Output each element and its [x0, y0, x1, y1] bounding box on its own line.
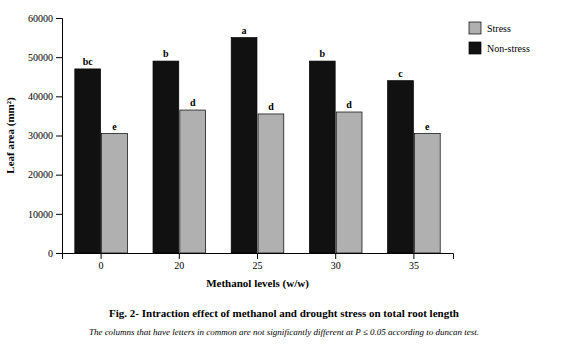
bar-label: e	[112, 121, 117, 132]
y-tick-mark	[56, 57, 62, 58]
x-tick-mark	[257, 253, 258, 259]
x-tick-mark	[335, 253, 336, 259]
subtitle: The columns that have letters in common …	[89, 327, 479, 337]
x-tick: 25	[253, 253, 263, 271]
bar-label: d	[268, 101, 274, 112]
x-tick-label: 25	[253, 260, 263, 271]
y-tick: 10000	[28, 209, 62, 220]
x-tick: 20	[174, 253, 184, 271]
plot-area: bcbabceddde01000020000300004000050000600…	[28, 13, 454, 271]
x-tick-label: 35	[409, 260, 419, 271]
y-tick: 40000	[28, 91, 62, 102]
bars	[75, 38, 440, 253]
legend-item: Stress	[469, 22, 511, 34]
y-tick-label: 40000	[28, 91, 53, 102]
bar-label: bc	[83, 56, 94, 67]
bar-label: d	[190, 97, 196, 108]
y-tick-mark	[56, 175, 62, 176]
bar	[258, 114, 284, 253]
y-tick: 50000	[28, 52, 62, 63]
bar-label: c	[398, 68, 403, 79]
x-tick-label: 20	[174, 260, 184, 271]
y-tick-label: 60000	[28, 13, 53, 24]
y-tick-label: 10000	[28, 209, 53, 220]
y-tick-label: 20000	[28, 169, 53, 180]
bar-label: b	[163, 48, 169, 59]
y-axis-line	[56, 19, 63, 254]
y-tick-mark	[56, 96, 62, 97]
x-tick-mark	[179, 253, 180, 259]
legend-swatch	[469, 22, 481, 34]
bar	[180, 110, 206, 253]
y-axis-title: Leaf area (mm²)	[4, 97, 17, 174]
title: Fig. 2- Intraction effect of methanol an…	[109, 307, 459, 319]
y-tick-mark	[56, 18, 62, 19]
bar	[75, 69, 101, 253]
x-tick: 0	[99, 253, 104, 271]
bar-label: d	[346, 99, 352, 110]
y-tick-mark	[56, 214, 62, 215]
x-axis: 0 20 25 30 35	[63, 253, 454, 271]
legend-swatch	[469, 42, 481, 54]
y-tick: 0	[48, 248, 62, 259]
y-tick-mark	[56, 136, 62, 137]
bar-labels: bcbabceddde	[83, 25, 430, 132]
x-tick: 30	[331, 253, 341, 271]
y-tick-label: 50000	[28, 52, 53, 63]
bar	[388, 81, 414, 253]
legend-label: Non-stress	[487, 43, 530, 54]
y-tick: 20000	[28, 169, 62, 180]
x-axis-title: Methanol levels (w/w)	[206, 277, 309, 290]
bar-label: a	[242, 25, 247, 36]
legend-label: Stress	[487, 23, 511, 34]
legend: Stress Non-stress	[469, 22, 530, 54]
x-tick-mark	[413, 253, 414, 259]
bar	[336, 112, 362, 253]
bar	[414, 134, 440, 253]
bar	[153, 61, 179, 253]
y-tick-mark	[56, 253, 62, 254]
y-tick: 30000	[28, 130, 62, 141]
bar	[231, 38, 257, 253]
bar-label: b	[320, 48, 326, 59]
chart: bcbabceddde01000020000300004000050000600…	[0, 0, 568, 345]
x-tick-label: 0	[99, 260, 104, 271]
x-tick-label: 30	[331, 260, 341, 271]
y-axis: 0 10000 20000 30000 40000 50000 60000	[28, 13, 63, 259]
bar	[309, 61, 335, 253]
y-tick-label: 30000	[28, 130, 53, 141]
y-tick-label: 0	[48, 248, 53, 259]
x-tick-mark	[101, 253, 102, 259]
x-tick: 35	[409, 253, 419, 271]
bar	[102, 134, 128, 253]
bar-label: e	[425, 121, 430, 132]
y-tick: 60000	[28, 13, 62, 24]
x-axis-line	[63, 254, 454, 260]
legend-item: Non-stress	[469, 42, 530, 54]
